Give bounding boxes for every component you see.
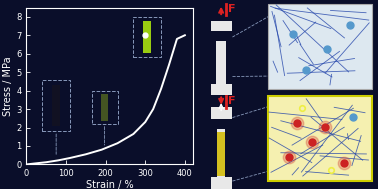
FancyBboxPatch shape: [268, 4, 372, 89]
FancyBboxPatch shape: [92, 91, 118, 124]
X-axis label: Strain / %: Strain / %: [86, 180, 133, 189]
FancyBboxPatch shape: [211, 84, 231, 94]
Y-axis label: Stress / MPa: Stress / MPa: [3, 56, 14, 116]
FancyBboxPatch shape: [217, 129, 225, 177]
FancyBboxPatch shape: [211, 21, 231, 31]
Bar: [143, 21, 151, 53]
Bar: [52, 85, 60, 126]
FancyBboxPatch shape: [42, 80, 70, 131]
FancyBboxPatch shape: [133, 17, 161, 57]
FancyBboxPatch shape: [268, 96, 372, 181]
FancyBboxPatch shape: [211, 177, 231, 189]
Text: F: F: [228, 96, 235, 106]
FancyBboxPatch shape: [211, 107, 231, 119]
Text: F: F: [228, 5, 235, 14]
Bar: [101, 94, 108, 121]
FancyBboxPatch shape: [216, 41, 226, 84]
FancyBboxPatch shape: [217, 132, 225, 176]
